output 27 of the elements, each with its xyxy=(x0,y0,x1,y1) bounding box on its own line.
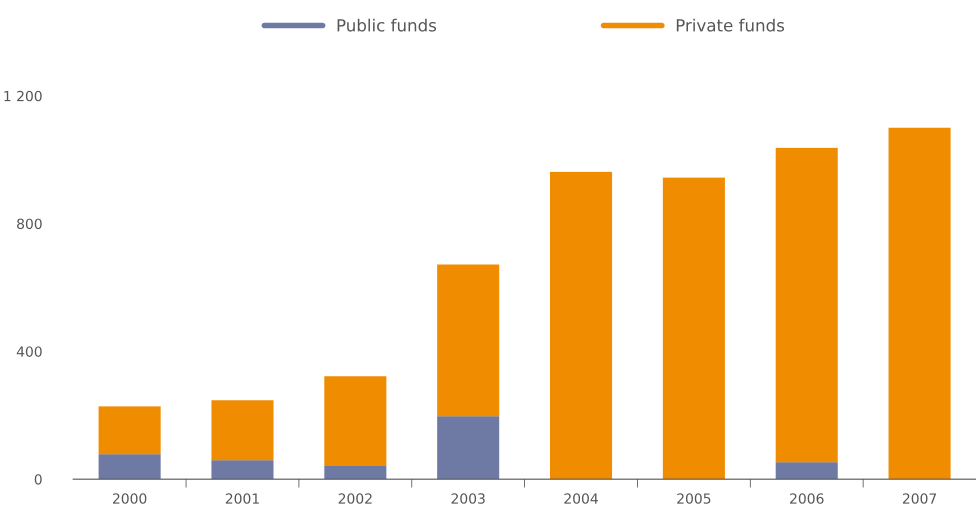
bar xyxy=(550,172,612,480)
bar xyxy=(324,376,386,466)
x-tick-label: 2005 xyxy=(677,493,710,504)
bar xyxy=(211,460,274,480)
bar xyxy=(98,454,161,480)
x-tick-label: 2007 xyxy=(902,493,936,504)
x-tick-label: 2001 xyxy=(226,493,259,504)
y-tick-label: 1 200 xyxy=(4,90,42,102)
bar xyxy=(662,178,725,480)
y-tick-label: 400 xyxy=(16,346,42,357)
x-tick-label: 2003 xyxy=(452,493,485,504)
bar xyxy=(437,416,500,480)
bar xyxy=(324,466,386,480)
x-tick-label: 2006 xyxy=(790,493,824,504)
legend-label: Public funds xyxy=(338,18,436,32)
bar xyxy=(437,264,500,416)
x-tick-label: 2004 xyxy=(564,493,598,504)
y-tick-label: 0 xyxy=(34,474,42,485)
bar xyxy=(888,128,951,480)
bar xyxy=(776,148,838,462)
bar xyxy=(211,400,274,460)
x-tick-label: 2000 xyxy=(112,493,146,504)
legend-label: Private funds xyxy=(676,18,784,32)
y-tick-label: 800 xyxy=(17,218,42,230)
x-tick-label: 2002 xyxy=(338,493,372,504)
bar xyxy=(98,406,161,454)
bar xyxy=(776,462,838,480)
